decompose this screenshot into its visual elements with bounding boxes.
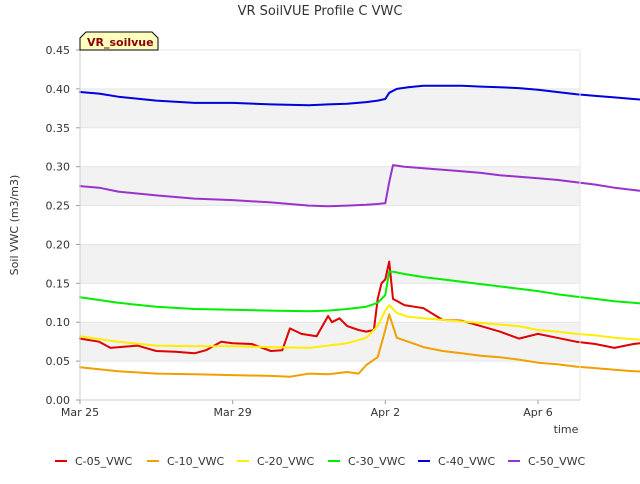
x-tick-label: Apr 6 [523, 406, 553, 419]
y-axis-label: Soil VWC (m3/m3) [8, 175, 21, 276]
grid-band [80, 322, 580, 362]
y-tick-label: 0.40 [46, 83, 71, 96]
badge-box [79, 31, 159, 51]
y-tick-label: 0.25 [46, 200, 71, 213]
legend-label: C-50_VWC [528, 455, 586, 468]
series-line-c-20-vwc [79, 304, 640, 349]
series-line-c-05-vwc [79, 260, 640, 355]
grid-band [80, 166, 580, 206]
y-tick-label: 0.35 [46, 122, 71, 135]
legend-label: C-30_VWC [348, 455, 406, 468]
badge-label: VR_soilvue [87, 36, 154, 49]
y-tick-label: 0.30 [46, 161, 71, 174]
series-line-c-40-vwc [79, 84, 640, 107]
y-tick-label: 0.45 [46, 44, 71, 57]
y-tick-label: 0.05 [46, 355, 71, 368]
legend-label: C-05_VWC [75, 455, 133, 468]
x-tick-label: Apr 2 [371, 406, 401, 419]
x-tick-label: Mar 25 [61, 406, 99, 419]
grid-bands [80, 49, 580, 401]
y-tick-label: 0.15 [46, 277, 71, 290]
series-line-c-30-vwc [79, 270, 640, 313]
chart-title: VR SoilVUE Profile C VWC [238, 4, 403, 19]
badge: VR_soilvue [79, 31, 159, 51]
legend-label: C-20_VWC [257, 455, 315, 468]
y-tick-label: 0.10 [46, 316, 71, 329]
legend: C-05_VWC C-10_VWC C-20_VWC C-30_VWC C-40_VWC… [55, 455, 586, 468]
y-axis-ticks: 0.00 0.05 0.10 0.15 0.20 0.25 0.30 0.35 0.40 0.45 [46, 44, 80, 407]
legend-label: C-10_VWC [167, 455, 225, 468]
grid-band [80, 244, 580, 284]
y-tick-label: 0.00 [46, 394, 71, 407]
grid-band [80, 88, 580, 128]
x-axis-label: time [554, 423, 579, 436]
x-tick-label: Mar 29 [214, 406, 252, 419]
legend-label: C-40_VWC [438, 455, 496, 468]
y-tick-label: 0.20 [46, 238, 71, 251]
series-lines [79, 84, 640, 378]
